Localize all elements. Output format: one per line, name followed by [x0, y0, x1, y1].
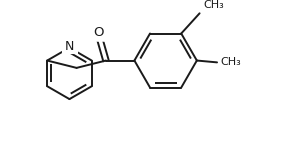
- Text: O: O: [93, 27, 104, 39]
- Text: CH₃: CH₃: [203, 0, 224, 10]
- Text: N: N: [65, 40, 74, 53]
- Text: CH₃: CH₃: [221, 57, 241, 67]
